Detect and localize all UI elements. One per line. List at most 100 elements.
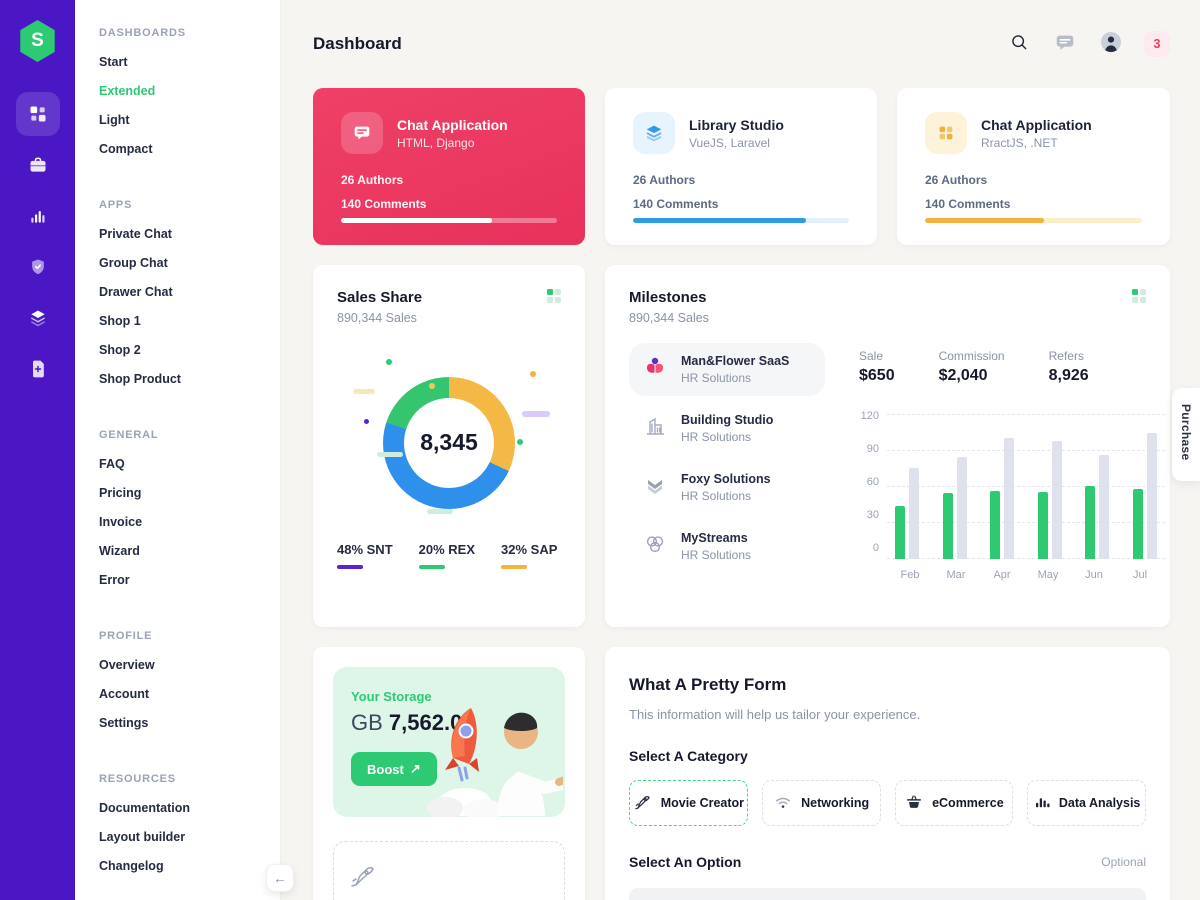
milestones-bar-groups [887, 415, 1165, 559]
flower-icon [641, 353, 669, 386]
sidebar-item-documentation[interactable]: Documentation [99, 800, 190, 815]
sidebar-item-group-chat[interactable]: Group Chat [99, 255, 168, 270]
project-card-chat-application-2[interactable]: Chat Application RractJS, .NET 26 Author… [897, 88, 1170, 245]
sidebar-item-shop-2[interactable]: Shop 2 [99, 342, 141, 357]
rail-item-apps[interactable] [16, 143, 60, 187]
sidebar-item-compact[interactable]: Compact [99, 141, 153, 156]
app-logo[interactable]: S [20, 20, 55, 62]
grid-icon [925, 112, 967, 154]
bar-group [1085, 415, 1110, 559]
rail-item-layers[interactable] [16, 296, 60, 340]
sidebar-item-wizard[interactable]: Wizard [99, 543, 140, 558]
sidebar-item-layout-builder[interactable]: Layout builder [99, 829, 186, 844]
sales-share-subtitle: 890,344 Sales [337, 311, 417, 325]
rail-item-dashboards[interactable] [15, 92, 60, 136]
milestones-bar-chart: 120 90 60 30 0 Feb Mar Apr May Jun Jul [859, 410, 1165, 581]
sidebar-item-changelog[interactable]: Changelog [99, 858, 164, 873]
bar-gray [1146, 433, 1157, 559]
nav-section-title: PROFILE [99, 629, 153, 642]
milestone-item-building-studio[interactable]: Building Studio HR Solutions [629, 402, 825, 455]
avatar-icon [1099, 30, 1123, 59]
boost-button[interactable]: Boost ↗ [351, 752, 437, 786]
sidebar-item-overview[interactable]: Overview [99, 657, 155, 672]
notification-badge[interactable]: 3 [1144, 31, 1170, 57]
x-tick-label: Jul [1132, 569, 1148, 581]
card-options-grid-icon[interactable] [547, 289, 561, 303]
rail-item-new-file[interactable] [16, 347, 60, 391]
sidebar-item-error[interactable]: Error [99, 572, 130, 587]
topbar: Dashboard 3 [313, 0, 1170, 88]
building-icon [641, 412, 669, 445]
storage-label: Your Storage [351, 689, 432, 704]
x-tick-label: Jun [1085, 569, 1103, 581]
milestone-item-mystreams[interactable]: MyStreams HR Solutions [629, 520, 825, 573]
milestone-item-foxy-solutions[interactable]: Foxy Solutions HR Solutions [629, 461, 825, 514]
bar-chart-icon [1033, 793, 1051, 814]
sidebar-collapse-button[interactable]: ← [266, 864, 294, 892]
sidebar-item-light[interactable]: Light [99, 112, 130, 127]
option-select-field[interactable] [629, 888, 1146, 900]
project-progress-fill [633, 218, 806, 223]
profile-button[interactable] [1098, 31, 1124, 57]
sidebar-item-invoice[interactable]: Invoice [99, 514, 143, 529]
rail-item-security[interactable] [16, 245, 60, 289]
bar-group [1132, 415, 1157, 559]
category-networking[interactable]: Networking [761, 780, 881, 826]
app-logo-letter: S [31, 30, 44, 51]
rocket-person-illustration [413, 698, 565, 817]
project-comments: 140 Comments [341, 197, 427, 211]
project-comments: 140 Comments [633, 197, 719, 211]
project-authors: 26 Authors [925, 173, 988, 187]
milestones-x-labels: Feb Mar Apr May Jun Jul [887, 559, 1165, 581]
bar-gray [909, 467, 919, 559]
project-card-library-studio[interactable]: Library Studio VueJS, Laravel 26 Authors… [605, 88, 877, 245]
milestones-stats: Sale $650 Commission $2,040 Refers 8,926 [859, 349, 1165, 385]
upload-file-dropzone[interactable]: Upload File [333, 841, 565, 900]
sidebar-item-shop-1[interactable]: Shop 1 [99, 313, 141, 328]
project-card-chat-application[interactable]: Chat Application HTML, Django 26 Authors… [313, 88, 585, 245]
shield-check-icon [28, 257, 48, 277]
sales-share-title: Sales Share [337, 289, 423, 306]
message-icon [1054, 31, 1076, 58]
secondary-sidebar: DASHBOARDS Start Extended Light Compact … [75, 0, 294, 900]
donut-legend: 48% SNT 20% REX 32% SAP [337, 542, 561, 603]
category-movie-creator[interactable]: Movie Creator [629, 780, 748, 826]
sidebar-item-shop-product[interactable]: Shop Product [99, 371, 181, 386]
category-data-analysis[interactable]: Data Analysis [1027, 780, 1146, 826]
bar-group [1037, 415, 1062, 559]
nav-section-title: APPS [99, 198, 133, 211]
card-options-grid-icon[interactable] [1132, 289, 1146, 303]
project-cards-row: Chat Application HTML, Django 26 Authors… [313, 88, 1170, 245]
project-title: Chat Application [981, 116, 1092, 133]
sidebar-item-pricing[interactable]: Pricing [99, 485, 142, 500]
milestones-subtitle: 890,344 Sales [629, 311, 709, 325]
purchase-tab[interactable]: Purchase [1172, 388, 1200, 482]
sidebar-item-account[interactable]: Account [99, 686, 149, 701]
milestones-card: Milestones 890,344 Sales Man&Flower SaaS… [605, 265, 1170, 627]
project-title: Library Studio [689, 116, 784, 133]
milestone-item-manflower[interactable]: Man&Flower SaaS HR Solutions [629, 343, 825, 396]
page-title: Dashboard [313, 34, 402, 53]
bar-group [990, 415, 1015, 559]
category-ecommerce[interactable]: eCommerce [894, 780, 1014, 826]
sidebar-item-start[interactable]: Start [99, 54, 128, 69]
sidebar-item-private-chat[interactable]: Private Chat [99, 226, 172, 241]
project-progress-fill [925, 218, 1045, 223]
storage-unit: GB [351, 710, 383, 735]
rail-item-analytics[interactable] [16, 194, 60, 238]
analytics-row: Sales Share 890,344 Sales [313, 265, 1170, 627]
sidebar-item-extended[interactable]: Extended [99, 83, 156, 98]
bar-green [1037, 491, 1048, 559]
sidebar-item-settings[interactable]: Settings [99, 715, 149, 730]
legend-color-bar [418, 565, 445, 569]
legend-item-rex: 20% REX [418, 542, 475, 569]
milestones-right-panel: Sale $650 Commission $2,040 Refers 8,926 [825, 343, 1165, 581]
legend-color-bar [501, 565, 528, 569]
sidebar-item-drawer-chat[interactable]: Drawer Chat [99, 284, 173, 299]
sidebar-item-faq[interactable]: FAQ [99, 456, 125, 471]
search-button[interactable] [1006, 31, 1032, 57]
messages-button[interactable] [1052, 31, 1078, 57]
project-comments: 140 Comments [925, 197, 1011, 211]
milestones-y-axis: 120 90 60 30 0 [860, 410, 879, 554]
